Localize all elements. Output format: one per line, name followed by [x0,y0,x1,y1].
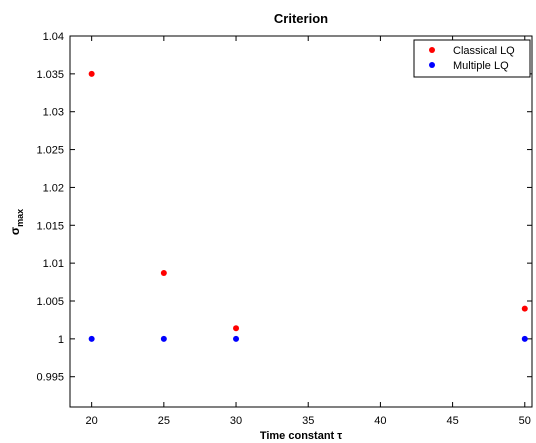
data-point-multiple-lq [160,335,167,342]
y-tick-label: 1.025 [36,145,64,157]
axis-ticks: 20 25 30 35 40 45 50 0.995 1 1.005 1.01 1.015 1.02 1.… [36,31,532,427]
y-tick-label: 1.04 [43,31,64,43]
chart-title: Criterion [274,11,328,26]
data-point-multiple-lq [88,335,95,342]
x-tick-label: 20 [86,415,98,427]
plot-area [69,35,533,408]
y-tick-label: 1.005 [36,296,64,308]
x-tick-label: 40 [374,415,386,427]
y-axis-label: σmax [8,209,25,235]
svg-text:σmax: σmax [8,209,25,235]
data-point-classical-lq [160,269,167,276]
y-tick-label: 1.03 [43,107,64,119]
y-tick-label: 0.995 [36,372,64,384]
x-tick-label: 30 [230,415,242,427]
legend-label-classical-lq: Classical LQ [453,45,515,57]
y-tick-label: 1.035 [36,69,64,81]
y-axis-label-subscript: max [15,209,25,227]
legend-marker-multiple-lq [429,62,435,68]
x-tick-label: 25 [158,415,170,427]
y-tick-label: 1.015 [36,220,64,232]
x-tick-label: 35 [302,415,314,427]
legend: Classical LQ Multiple LQ [413,39,531,78]
data-point-multiple-lq [233,335,240,342]
y-tick-label: 1.01 [43,258,64,270]
data-point-classical-lq [521,305,528,312]
y-tick-label: 1 [58,334,64,346]
y-tick-label: 1.02 [43,182,64,194]
x-tick-label: 50 [519,415,531,427]
legend-box [413,39,531,78]
data-point-classical-lq [88,70,95,77]
data-points [88,70,528,342]
y-axis-label-base: σ [8,227,22,235]
data-point-multiple-lq [521,335,528,342]
legend-marker-classical-lq [429,47,435,53]
data-point-classical-lq [233,325,240,332]
x-axis-label: Time constant τ [260,430,342,442]
legend-label-multiple-lq: Multiple LQ [453,60,509,72]
x-tick-label: 45 [446,415,458,427]
